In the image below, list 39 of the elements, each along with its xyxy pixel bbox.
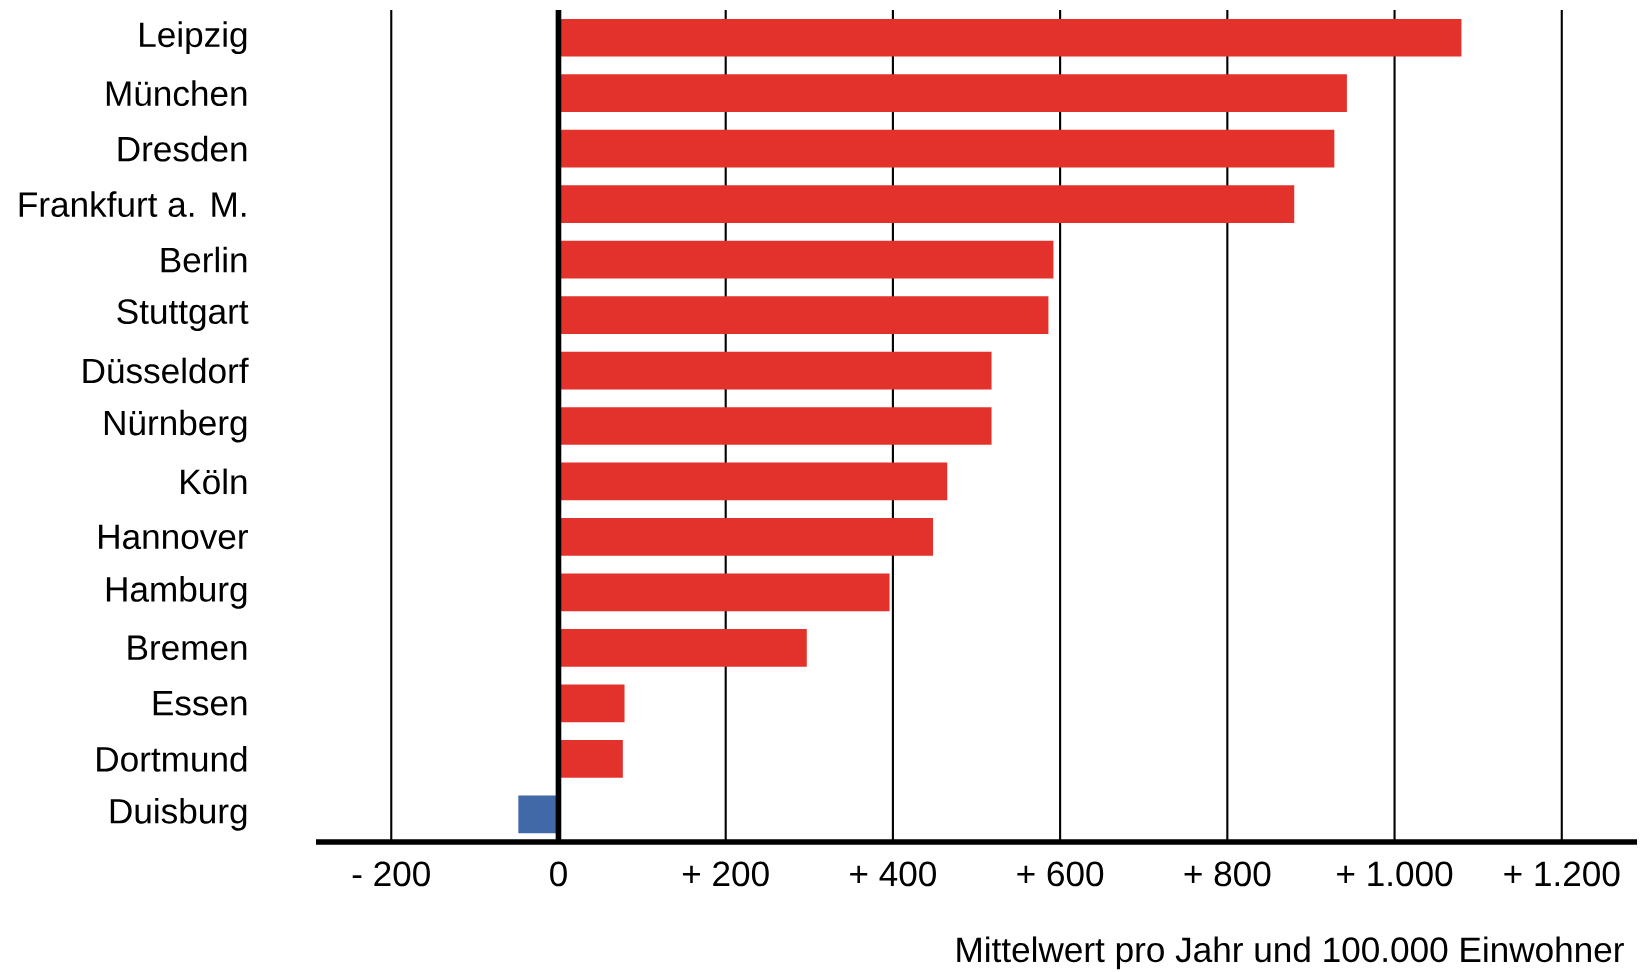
x-tick-label: - 200 [352, 861, 430, 887]
y-tick-label: Duisburg [110, 797, 247, 831]
y-tick-label: Düsseldorf [83, 357, 249, 384]
y-tick-label: Bremen [128, 635, 247, 661]
y-tick-label: Berlin [161, 246, 247, 273]
bar [558, 739, 623, 778]
y-tick-label: Hamburg [106, 576, 247, 609]
y-tick-label: Essen [153, 691, 247, 716]
x-axis-title: Mittelwert pro Jahr und 100.000 Einwohner [957, 936, 1624, 970]
bar [558, 74, 1347, 113]
x-tick-label: + 200 [682, 861, 769, 887]
y-tick-label: Köln [181, 468, 247, 495]
bar [558, 240, 1054, 279]
y-tick-label: München [106, 80, 247, 107]
x-tick-label: + 400 [850, 861, 936, 887]
bar [558, 407, 992, 445]
y-tick-label: Nürnberg [104, 409, 247, 443]
bar [558, 573, 890, 612]
x-tick-label: + 1.200 [1504, 861, 1620, 887]
bar [558, 629, 807, 667]
x-tick-label: + 1.000 [1337, 861, 1453, 887]
y-tick-label: Hannover [99, 524, 248, 550]
y-tick-label: Dortmund [97, 745, 247, 772]
x-tick-label: 0 [550, 861, 567, 887]
bar [518, 795, 559, 834]
y-tick-label: Leipzig [140, 21, 247, 55]
bar [558, 129, 1335, 168]
bar [558, 462, 948, 501]
y-tick-label: Stuttgart [117, 299, 249, 331]
x-tick-label: + 600 [1017, 861, 1104, 887]
x-tick-label: + 800 [1184, 861, 1271, 887]
bar [558, 296, 1049, 334]
bar [558, 518, 934, 556]
bar [558, 684, 625, 723]
bar [558, 18, 1462, 57]
bar [558, 351, 992, 390]
y-tick-label: Dresden [118, 135, 247, 162]
bar [558, 185, 1295, 224]
y-tick-label: Frankfurt a. M. [19, 191, 246, 218]
